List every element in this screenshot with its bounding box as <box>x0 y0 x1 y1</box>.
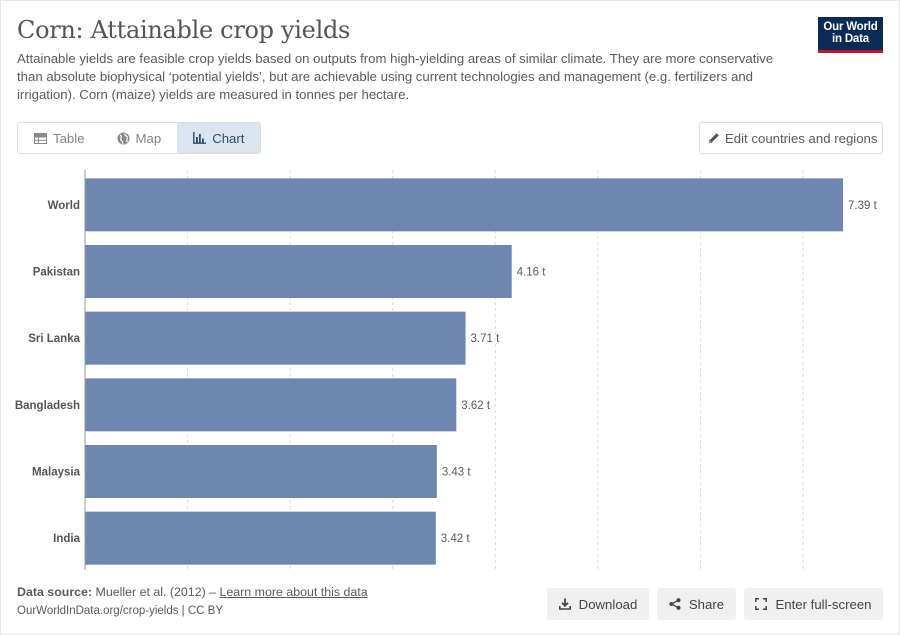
logo-line-2: in Data <box>832 33 869 45</box>
bar[interactable] <box>85 245 512 298</box>
tab-table-label: Table <box>53 130 85 146</box>
bar-chart: World Pakistan Sri Lanka Bangladesh Malaysia… <box>15 170 878 570</box>
globe-icon <box>117 132 130 145</box>
category-label: Bangladesh <box>15 400 80 412</box>
download-icon <box>558 598 571 610</box>
bars <box>85 178 843 565</box>
source-url[interactable]: OurWorldInData.org/crop-yields | CC BY <box>17 605 224 617</box>
tab-table[interactable]: Table <box>18 123 101 153</box>
chart-icon <box>193 132 207 144</box>
download-button[interactable]: Download <box>547 588 649 620</box>
view-tabs: Table Map Chart <box>17 122 262 154</box>
value-label: 3.71 t <box>471 333 501 345</box>
category-label: India <box>53 533 80 545</box>
bar[interactable] <box>85 378 457 432</box>
source-label: Data source: <box>17 585 93 599</box>
bar[interactable] <box>85 511 436 565</box>
data-source: Data source: Mueller et al. (2012) – Lea… <box>17 585 368 599</box>
download-label: Download <box>578 596 638 612</box>
share-icon <box>669 598 681 610</box>
grid-lines <box>187 170 804 570</box>
value-label: 3.43 t <box>442 467 472 479</box>
value-label: 3.62 t <box>461 400 491 412</box>
fullscreen-button[interactable]: Enter full-screen <box>744 588 883 620</box>
bar[interactable] <box>85 445 437 498</box>
edit-countries-label: Edit countries and regions <box>725 130 878 146</box>
category-label: Malaysia <box>32 467 81 479</box>
tab-chart-label: Chart <box>212 130 245 146</box>
share-button[interactable]: Share <box>657 588 736 620</box>
source-text: Mueller et al. (2012) – <box>95 585 217 599</box>
tab-chart[interactable]: Chart <box>177 123 261 153</box>
value-label: 3.42 t <box>441 533 471 545</box>
value-label: 7.39 t <box>848 200 878 212</box>
value-label: 4.16 t <box>517 267 547 279</box>
category-label: Sri Lanka <box>28 333 80 345</box>
learn-more-link[interactable]: Learn more about this data <box>219 585 368 599</box>
category-label: Pakistan <box>33 267 80 279</box>
bar[interactable] <box>85 178 843 232</box>
expand-icon <box>755 598 768 610</box>
table-icon <box>34 132 47 144</box>
logo-line-1: Our World <box>823 21 878 33</box>
owid-logo[interactable]: Our World in Data <box>818 17 883 53</box>
pencil-icon <box>708 132 720 144</box>
fullscreen-label: Enter full-screen <box>775 596 872 612</box>
tab-map-label: Map <box>135 130 162 146</box>
value-labels: 7.39 t 4.16 t 3.71 t 3.62 t 3.43 t 3.42 t <box>441 200 878 545</box>
chart-subtitle: Attainable yields are feasible crop yiel… <box>17 51 774 102</box>
share-label: Share <box>688 596 725 612</box>
category-labels: World Pakistan Sri Lanka Bangladesh Malaysia… <box>15 200 81 545</box>
tab-map[interactable]: Map <box>101 123 178 153</box>
chart-title: Corn: Attainable crop yields <box>17 16 351 44</box>
edit-countries-button[interactable]: Edit countries and regions <box>699 122 883 154</box>
category-label: World <box>48 200 80 212</box>
bar[interactable] <box>85 311 466 365</box>
